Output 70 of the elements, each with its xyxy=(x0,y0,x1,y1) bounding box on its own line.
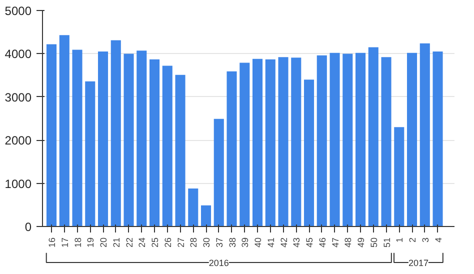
x-tick-label: 3 xyxy=(420,237,430,243)
x-tick-label: 24 xyxy=(137,237,148,248)
x-tick-label: 38 xyxy=(227,237,238,248)
y-tick-label: 3000 xyxy=(4,90,32,104)
bar xyxy=(432,52,443,226)
x-tick-label: 17 xyxy=(60,237,70,248)
x-tick-label: 27 xyxy=(176,237,186,248)
bar xyxy=(406,52,418,226)
bar xyxy=(162,66,172,226)
bar xyxy=(226,71,237,226)
bar xyxy=(342,54,353,226)
x-tick-label: 16 xyxy=(47,237,58,248)
x-tick-label: 18 xyxy=(72,237,83,248)
x-tick-label: 40 xyxy=(253,237,264,248)
x-tick-label: 43 xyxy=(292,237,302,248)
x-tick-label: 48 xyxy=(343,237,354,248)
bar xyxy=(394,127,404,226)
x-tick-label: 28 xyxy=(188,237,199,248)
y-tick-label: 1000 xyxy=(4,176,32,191)
x-tick-label: 41 xyxy=(266,237,276,248)
x-tick-label: 42 xyxy=(278,237,289,248)
x-tick-label: 47 xyxy=(330,237,340,248)
x-tick-label: 22 xyxy=(124,237,134,248)
bar xyxy=(124,54,134,226)
y-tick-label: 0 xyxy=(24,220,32,234)
x-tick-label: 46 xyxy=(317,237,328,248)
bar xyxy=(188,188,198,226)
x-tick-label: 49 xyxy=(356,237,366,248)
x-tick-label: 50 xyxy=(368,237,379,248)
x-tick-label: 2 xyxy=(408,237,418,243)
bar xyxy=(240,62,250,226)
x-tick-label: 20 xyxy=(98,237,109,248)
bar xyxy=(59,35,70,226)
bar xyxy=(149,59,160,226)
x-tick-label: 45 xyxy=(304,237,315,248)
text: 2016 xyxy=(208,258,229,268)
bar xyxy=(46,44,57,226)
bar xyxy=(355,52,366,226)
bar xyxy=(214,118,224,226)
bar xyxy=(265,59,276,226)
x-tick-label: 21 xyxy=(111,237,122,248)
x-tick-label: 37 xyxy=(214,237,224,248)
bar xyxy=(252,58,263,226)
x-tick-label: 39 xyxy=(240,237,250,248)
bar xyxy=(330,52,340,226)
x-tick-label: 1 xyxy=(394,237,405,243)
x-tick-label: 4 xyxy=(433,237,444,243)
text: 2017 xyxy=(408,258,428,268)
x-tick-label: 51 xyxy=(382,237,392,248)
bar xyxy=(175,74,186,226)
x-tick-label: 30 xyxy=(202,237,212,248)
bar xyxy=(304,80,314,226)
y-tick-label: 4000 xyxy=(4,47,32,62)
x-tick-label: 25 xyxy=(150,237,160,248)
y-tick-label: 5000 xyxy=(4,4,32,18)
bar xyxy=(136,50,147,226)
bar xyxy=(381,57,392,226)
bar xyxy=(85,81,96,226)
bar xyxy=(420,43,430,226)
bar xyxy=(278,57,288,226)
bar xyxy=(72,50,82,226)
bar xyxy=(316,55,327,226)
x-tick-label: 19 xyxy=(86,237,96,248)
bar xyxy=(291,58,302,226)
bar xyxy=(368,47,378,226)
bar xyxy=(200,205,212,226)
y-tick-label: 2000 xyxy=(4,134,32,148)
bar xyxy=(110,40,121,226)
bar xyxy=(98,52,108,226)
x-tick-label: 26 xyxy=(162,237,173,248)
